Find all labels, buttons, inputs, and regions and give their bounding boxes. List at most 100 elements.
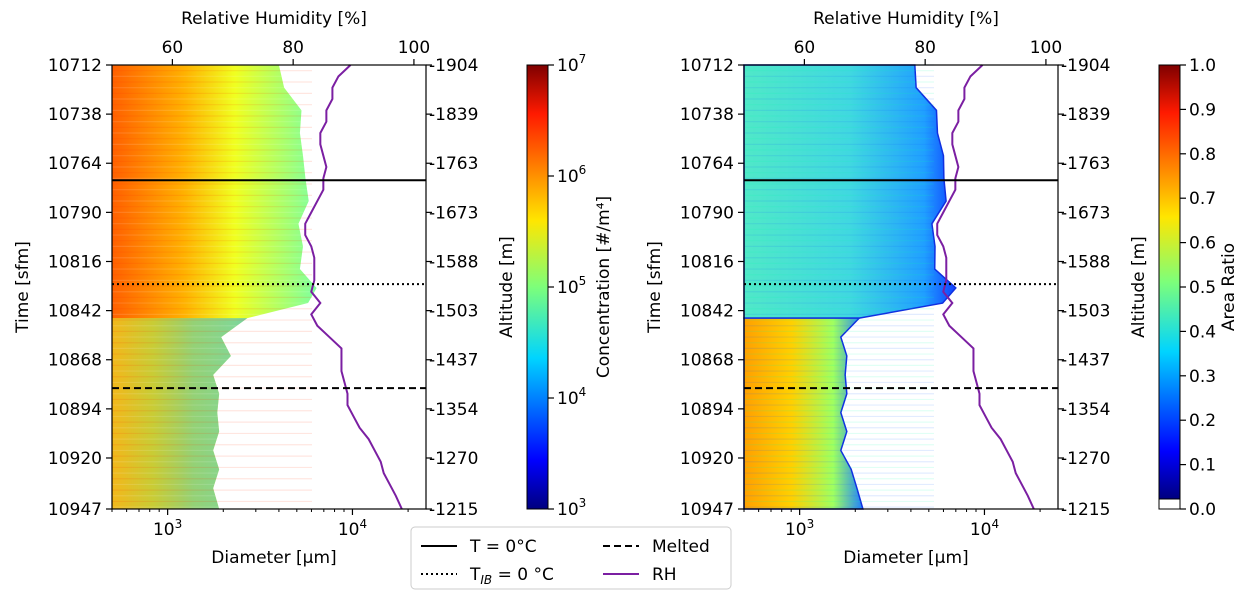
top-x-tick-label: 80 (282, 38, 304, 58)
x-tick-label: 104 (338, 517, 367, 540)
top-x-tick-label: 100 (398, 38, 430, 58)
y-tick-label: 10738 (680, 105, 734, 125)
altitude-tick-label: -1503 (429, 302, 478, 322)
y-tick-label: 10764 (48, 154, 102, 174)
altitude-tick-label: -1270 (429, 449, 478, 469)
right-reference-lines (744, 179, 1058, 390)
concentration-colorbar: 107 106 105 104 103 Concentration [#/m⁴] (526, 52, 614, 520)
top-x-tick-label: 60 (162, 38, 184, 58)
y-tick-label: 10920 (680, 449, 734, 469)
altitude-tick-label: -1588 (1061, 252, 1110, 272)
y-tick-label: 10816 (48, 252, 102, 272)
colorbar-tick-label: 1.0 (1189, 56, 1216, 76)
altitude-tick-label: -1215 (1061, 500, 1110, 520)
altitude-tick-label: -1588 (429, 252, 478, 272)
colorbar-tick-label: 104 (557, 385, 586, 409)
legend-label-t0: T = 0°C (469, 537, 537, 557)
top-x-tick-label: 100 (1030, 38, 1062, 58)
colorbar-tick-label: 107 (557, 52, 586, 76)
area-ratio-colorbar-zero-band (1158, 498, 1181, 510)
right-y-axis-label: Time [sfm] (645, 241, 665, 334)
area-ratio-colorbar-bar (1158, 64, 1181, 500)
right-heatmap-upper (743, 64, 957, 319)
colorbar-tick-label: 106 (557, 163, 586, 187)
y-tick-label: 10947 (680, 500, 734, 520)
colorbar-tick-label: 0.5 (1189, 278, 1216, 298)
y-tick-label: 10947 (48, 500, 102, 520)
left-top-axis-label: Relative Humidity [%] (181, 9, 367, 29)
right-top-axis-label: Relative Humidity [%] (813, 9, 999, 29)
left-x-axis-label: Diameter [µm] (211, 548, 336, 568)
legend: T = 0°C TIB = 0 °C Melted RH (410, 526, 732, 590)
y-tick-label: 10790 (48, 203, 102, 223)
colorbar-tick-label: 0.3 (1189, 367, 1216, 387)
x-tick-label: 103 (153, 517, 182, 540)
colorbar-tick-label: 0.4 (1189, 322, 1216, 342)
altitude-tick-label: -1904 (429, 56, 478, 76)
top-x-tick-label: 80 (914, 38, 936, 58)
right-panel: 10712 10738 10764 10790 10816 10842 10868 10894… (645, 9, 1149, 568)
altitude-tick-label: -1437 (1061, 351, 1110, 371)
y-tick-label: 10868 (680, 351, 734, 371)
y-tick-label: 10894 (48, 400, 102, 420)
left-rh-curve (304, 64, 403, 510)
y-tick-label: 10712 (48, 56, 102, 76)
altitude-tick-label: -1437 (429, 351, 478, 371)
y-tick-label: 10868 (48, 351, 102, 371)
left-y-axis-label: Time [sfm] (13, 241, 33, 334)
altitude-tick-label: -1839 (429, 105, 478, 125)
colorbar-tick-label: 0.0 (1189, 500, 1216, 520)
altitude-tick-label: -1354 (429, 400, 478, 420)
altitude-tick-label: -1354 (1061, 400, 1110, 420)
y-tick-label: 10738 (48, 105, 102, 125)
left-right-axis-label: Altitude [m] (497, 236, 517, 338)
right-rh-curve (936, 64, 1035, 510)
altitude-tick-label: -1215 (429, 500, 478, 520)
left-lower-region (112, 318, 248, 509)
y-tick-label: 10920 (48, 449, 102, 469)
right-right-axis-label: Altitude [m] (1129, 236, 1149, 338)
colorbar-tick-label: 0.6 (1189, 234, 1216, 254)
altitude-tick-label: -1270 (1061, 449, 1110, 469)
altitude-tick-label: -1673 (429, 203, 478, 223)
colorbar-tick-label: 0.7 (1189, 189, 1216, 209)
legend-label-tib: TIB = 0 °C (469, 565, 554, 587)
altitude-tick-label: -1904 (1061, 56, 1110, 76)
altitude-tick-label: -1673 (1061, 203, 1110, 223)
right-plot-frame (743, 64, 1059, 510)
altitude-tick-label: -1763 (429, 154, 478, 174)
colorbar-tick-label: 103 (557, 496, 586, 520)
concentration-colorbar-bar (526, 64, 549, 510)
concentration-colorbar-label: Concentration [#/m⁴] (594, 196, 614, 378)
y-tick-label: 10816 (680, 252, 734, 272)
colorbar-tick-label: 0.9 (1189, 100, 1216, 120)
colorbar-tick-label: 0.1 (1189, 456, 1216, 476)
top-x-tick-label: 60 (794, 38, 816, 58)
y-tick-label: 10764 (680, 154, 734, 174)
legend-label-rh: RH (652, 565, 677, 585)
left-reference-lines (112, 179, 426, 390)
left-plot-frame (111, 64, 427, 510)
y-tick-label: 10842 (48, 302, 102, 322)
area-ratio-colorbar-label: Area Ratio (1219, 243, 1239, 331)
left-panel: 10712 10738 10764 10790 10816 10842 10868 10894… (13, 9, 517, 568)
left-heatmap-stripes (112, 64, 312, 509)
colorbar-tick-label: 0.2 (1189, 411, 1216, 431)
altitude-tick-label: -1839 (1061, 105, 1110, 125)
colorbar-tick-label: 105 (557, 274, 586, 298)
altitude-tick-label: -1503 (1061, 302, 1110, 322)
y-tick-label: 10790 (680, 203, 734, 223)
area-ratio-colorbar: 1.0 0.9 0.8 0.7 0.6 0.5 0.4 0.3 0.2 0.1 0.0 Area R… (1158, 56, 1239, 520)
legend-box (410, 526, 732, 590)
y-tick-label: 10842 (680, 302, 734, 322)
right-heatmap-lower (743, 317, 864, 510)
x-tick-label: 104 (970, 517, 999, 540)
y-tick-label: 10894 (680, 400, 734, 420)
altitude-tick-label: -1763 (1061, 154, 1110, 174)
legend-label-melted: Melted (652, 537, 710, 557)
y-tick-label: 10712 (680, 56, 734, 76)
right-x-axis-label: Diameter [µm] (843, 548, 968, 568)
colorbar-tick-label: 0.8 (1189, 145, 1216, 165)
x-tick-label: 103 (785, 517, 814, 540)
